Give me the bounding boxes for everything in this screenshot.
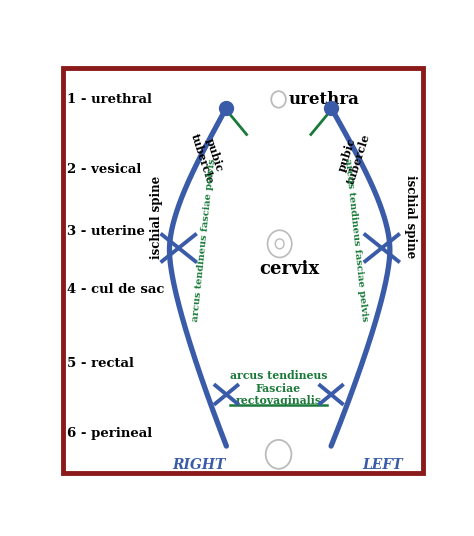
Text: 6 - perineal: 6 - perineal [66,427,152,440]
Text: 3 - uterine: 3 - uterine [66,225,145,238]
Text: cervix: cervix [259,259,319,278]
Text: arcus tendineus fasciae pelvis: arcus tendineus fasciae pelvis [191,158,218,322]
Text: arcus tendineus fasciae pelvis: arcus tendineus fasciae pelvis [343,158,369,322]
Text: pubic
tubercle: pubic tubercle [333,128,372,185]
Text: Fasciae: Fasciae [256,383,301,394]
Text: arcus tendineus: arcus tendineus [230,370,328,382]
Text: pubic
tubercle: pubic tubercle [189,128,228,185]
Text: 5 - rectal: 5 - rectal [66,357,134,370]
Text: LEFT: LEFT [362,458,403,472]
Text: 2 - vesical: 2 - vesical [66,163,141,176]
Text: 1 - urethral: 1 - urethral [66,93,152,106]
Text: ischial spine: ischial spine [403,175,417,259]
Text: 4 - cul de sac: 4 - cul de sac [66,283,164,296]
Text: urethra: urethra [289,91,360,108]
Text: ischial spine: ischial spine [150,175,163,259]
Text: rectovaginalis: rectovaginalis [236,395,322,406]
Text: RIGHT: RIGHT [172,458,226,472]
